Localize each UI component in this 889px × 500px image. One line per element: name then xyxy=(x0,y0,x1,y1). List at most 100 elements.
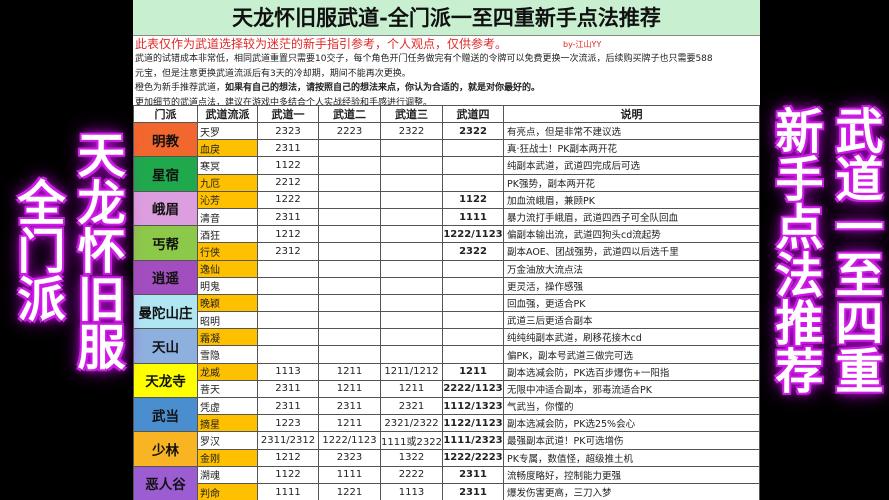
wudao-1-cell: 1122 xyxy=(257,465,319,484)
table-row: 菩天 2311 1211 1211 2222/1123 无限中冲适合副本，邪毒流适合PK xyxy=(134,379,760,399)
wudao-2-cell: 1222/1123 xyxy=(318,431,381,450)
wudao-3-cell xyxy=(380,345,443,364)
wudao-3-cell: 1211 xyxy=(380,379,443,399)
wudao-1-cell xyxy=(257,259,319,278)
wudao-1-cell: 1223 xyxy=(257,414,319,433)
description-cell: 偏PK，副本号武道三做完可选 xyxy=(503,345,760,364)
description-cell: 流畅度略好，控制能力更强 xyxy=(503,465,760,484)
wudao-2-cell xyxy=(318,139,381,158)
description-cell: 暴力流打手峨眉，武道四西子可全队回血 xyxy=(503,207,760,227)
table-row: 明鬼 更灵活，操作感强 xyxy=(134,276,760,295)
notice: 此表仅作为武道选择较为迷茫的新手指引参考，个人观点，仅供参考。 by-江山YY xyxy=(133,36,760,52)
style-cell: 酒狂 xyxy=(197,225,258,244)
style-cell: 金刚 xyxy=(197,448,258,467)
description-cell: 副本选减会防，PK选25%会心 xyxy=(503,414,760,433)
build-table: 门派 武道流派 武道一 武道二 武道三 武道四 说明 明教 天罗 2323 2223 2322 232… xyxy=(133,105,760,500)
sect-cell: 少林 xyxy=(133,431,198,467)
style-cell: 菩天 xyxy=(197,379,258,399)
description-cell: 副本AOE、团战强势，武道四以后选千里 xyxy=(503,242,760,261)
sect-cell: 星宿 xyxy=(133,156,198,192)
wudao-1-cell: 2312 xyxy=(257,242,319,261)
wudao-2-cell xyxy=(318,156,381,175)
wudao-1-cell: 2311 xyxy=(257,379,319,399)
sect-cell: 恶人谷 xyxy=(133,465,198,500)
wudao-4-cell: 1111 xyxy=(442,207,504,227)
wudao-4-cell: 1122 xyxy=(442,190,504,209)
wudao-1-cell: 1212 xyxy=(257,225,319,244)
description-cell: 纯副本武道，武道四完成后可选 xyxy=(503,156,760,175)
wudao-2-cell xyxy=(318,242,381,261)
style-cell: 昭明 xyxy=(197,311,258,330)
table-row: 星宿 寒冥 1122 纯副本武道，武道四完成后可选 xyxy=(133,156,760,192)
style-cell: 沁芳 xyxy=(197,190,258,209)
wudao-4-cell: 1211 xyxy=(442,362,504,381)
wudao-2-cell xyxy=(318,225,381,244)
table-row: 恶人谷 溯魂 1122 1111 2222 2311 流畅度略好，控制能力更强 xyxy=(133,465,760,500)
table-row: 丐帮 酒狂 1212 1222/1123 偏副本输出流，武道四狗头cd流起势 xyxy=(133,225,760,261)
wudao-4-cell xyxy=(442,311,504,330)
wudao-4-cell: 2311 xyxy=(442,482,504,500)
sect-cell: 天龙寺 xyxy=(133,362,198,399)
wudao-4-cell: 1111/2323 xyxy=(442,431,504,450)
sect-cell: 峨眉 xyxy=(133,190,198,227)
wudao-2-cell xyxy=(318,328,381,347)
wudao-3-cell xyxy=(380,311,443,330)
sect-cell: 逍遥 xyxy=(133,259,198,295)
table-row: 摘星 1223 1211 2321/2322 1122/1123 副本选减会防，PK选25… xyxy=(134,414,760,433)
overlay-caption-left: 天龙怀旧服 全门派 xyxy=(0,0,133,500)
column-header: 武道二 xyxy=(318,105,381,123)
description-cell: 爆发伤害更高，三刀入梦 xyxy=(503,482,760,500)
column-header: 武道一 xyxy=(257,105,319,123)
table-row: 判命 1111 1221 1113 2311 爆发伤害更高，三刀入梦 xyxy=(134,482,760,500)
description-cell: 回血强，更适合PK xyxy=(503,293,760,313)
style-cell: 凭虚 xyxy=(197,396,258,416)
sect-cell: 天山 xyxy=(133,328,198,364)
style-cell: 罗汉 xyxy=(197,431,258,450)
table-row: 昭明 武道三后更适合副本 xyxy=(134,311,760,330)
wudao-1-cell xyxy=(257,311,319,330)
sect-cell: 明教 xyxy=(133,121,198,158)
wudao-2-cell xyxy=(318,276,381,295)
wudao-2-cell xyxy=(318,293,381,313)
wudao-1-cell: 2311 xyxy=(257,207,319,227)
table-row: 峨眉 沁芳 1222 1122 加血流峨眉，兼顾PK xyxy=(133,190,760,227)
description-cell: 更灵活，操作感强 xyxy=(503,276,760,295)
column-header: 门派 xyxy=(133,105,198,123)
wudao-4-cell: 2311 xyxy=(442,465,504,484)
overlay-line: 新手点法推荐 xyxy=(766,106,823,394)
wudao-3-cell xyxy=(380,173,443,192)
style-cell: 逸仙 xyxy=(197,259,258,278)
description-cell: 有亮点，但是非常不建议选 xyxy=(503,121,760,141)
wudao-2-cell: 2323 xyxy=(318,448,381,467)
overlay-line: 武道一至四重 xyxy=(826,106,883,394)
wudao-2-cell: 1211 xyxy=(318,414,381,433)
wudao-2-cell xyxy=(318,259,381,278)
style-cell: 雪隐 xyxy=(197,345,258,364)
wudao-3-cell: 1322 xyxy=(380,448,443,467)
table-header: 门派 武道流派 武道一 武道二 武道三 武道四 说明 xyxy=(133,105,760,123)
wudao-2-cell: 1211 xyxy=(318,379,381,399)
wudao-2-cell xyxy=(318,173,381,192)
wudao-4-cell: 2322 xyxy=(442,121,504,141)
table-row: 逍遥 逸仙 万金油放大流点法 xyxy=(133,259,760,295)
wudao-2-cell: 2311 xyxy=(318,396,381,416)
description-cell: 无限中冲适合副本，邪毒流适合PK xyxy=(503,379,760,399)
column-header: 武道三 xyxy=(380,105,443,123)
wudao-1-cell xyxy=(257,293,319,313)
wudao-3-cell xyxy=(380,156,443,175)
table-row: 天山 霜凝 纯纯纯副本武道，刷移花接木cd xyxy=(133,328,760,364)
intro-line-2: 元宝，但是注意更换武道流派后有3天的冷却期，期间不能再次更换。 xyxy=(135,68,411,79)
table-row: 金刚 1212 2323 1322 1222/2223 PK专属，数值怪，超级推土机 xyxy=(134,448,760,467)
wudao-3-cell xyxy=(380,139,443,158)
wudao-2-cell xyxy=(318,345,381,364)
wudao-3-cell xyxy=(380,293,443,313)
wudao-1-cell: 2311 xyxy=(257,139,319,158)
style-cell: 晚颖 xyxy=(197,293,258,313)
wudao-4-cell: 1222/1123 xyxy=(442,225,504,244)
sect-cell: 武当 xyxy=(133,396,198,433)
table-row: 天龙寺 龙威 1113 1211 1211/1212 1211 副本选减会防，PK选百步爆伤… xyxy=(133,362,760,399)
wudao-3-cell xyxy=(380,207,443,227)
description-cell: 武道三后更适合副本 xyxy=(503,311,760,330)
style-cell: 行侠 xyxy=(197,242,258,261)
table-row: 曼陀山庄 晚颖 回血强，更适合PK xyxy=(133,293,760,330)
